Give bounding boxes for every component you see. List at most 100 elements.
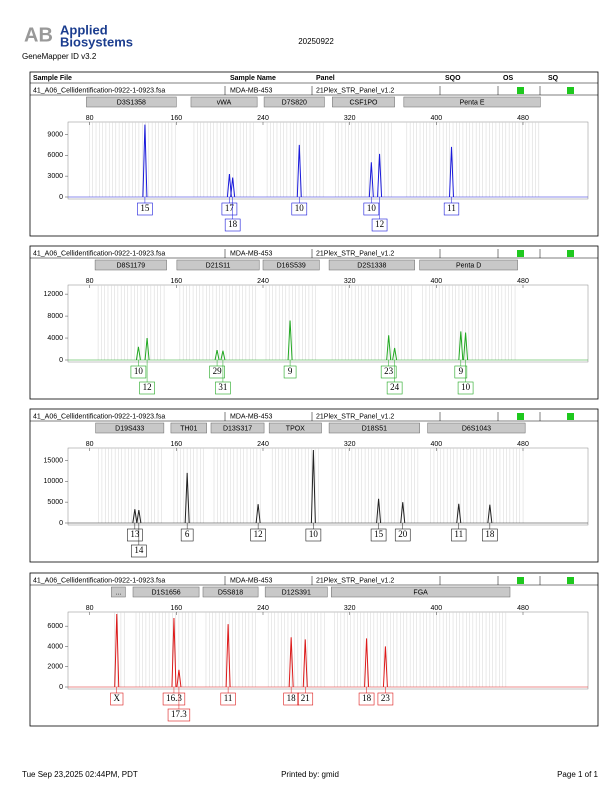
x-tick-label: 320	[344, 278, 356, 285]
allele-label: 11	[454, 529, 463, 539]
status-square	[517, 413, 524, 420]
x-tick-label: 480	[517, 278, 529, 285]
x-tick-label: 80	[86, 115, 94, 122]
peak	[135, 346, 141, 361]
allele-label: 16.3	[166, 693, 182, 703]
allele-label: 9	[288, 366, 293, 376]
peak	[302, 639, 308, 688]
software-version: GeneMapper ID v3.2	[22, 52, 97, 61]
column-header: Panel	[316, 75, 335, 82]
y-tick-label: 4000	[47, 643, 63, 650]
allele-label-box	[130, 365, 147, 379]
x-tick-label: 320	[344, 115, 356, 122]
peak	[392, 347, 398, 361]
x-tick-label: 400	[430, 278, 442, 285]
allele-label-box	[250, 528, 266, 542]
allele-label-box	[370, 528, 387, 542]
marker-bin	[264, 586, 328, 598]
peak	[463, 332, 469, 361]
x-tick-label: 480	[517, 115, 529, 122]
allele-label: 10	[367, 203, 377, 213]
sample-name: MDA-MB-453	[230, 577, 273, 584]
y-tick-label: 12000	[44, 291, 64, 298]
peak	[114, 613, 120, 688]
marker-name: ...	[115, 589, 121, 596]
allele-label-box	[482, 528, 498, 542]
marker-bin	[86, 96, 177, 108]
marker-name: TH01	[180, 425, 197, 432]
marker-bin	[210, 422, 265, 434]
peak	[487, 504, 493, 524]
allele-label-box	[297, 692, 314, 706]
marker-bin	[328, 422, 420, 434]
allele-label: 10	[461, 382, 471, 392]
marker-name: D19S433	[115, 425, 144, 432]
allele-label-box	[139, 381, 155, 395]
allele-label: 31	[218, 382, 227, 392]
x-tick-label: 480	[517, 605, 529, 612]
marker-bin	[331, 586, 511, 598]
allele-label-box	[363, 202, 380, 216]
marker-name: D2S1338	[357, 262, 386, 269]
column-header: SQO	[445, 75, 461, 82]
sample-name: MDA-MB-453	[230, 250, 273, 257]
marker-bin	[332, 96, 395, 108]
y-tick-label: 3000	[47, 173, 63, 180]
peak	[144, 337, 150, 361]
plot-area	[67, 447, 589, 526]
peak	[364, 638, 370, 688]
marker-name: D16S539	[277, 262, 306, 269]
x-tick-label: 240	[257, 278, 269, 285]
allele-label-box	[131, 544, 147, 558]
allele-label: 11	[447, 203, 456, 213]
peak	[288, 637, 294, 688]
peak	[458, 331, 464, 361]
column-header: OS	[503, 75, 513, 82]
allele-label: 23	[384, 366, 394, 376]
allele-label-box	[167, 708, 191, 722]
plot-area	[67, 121, 589, 200]
x-tick-label: 80	[86, 441, 94, 448]
allele-label-box	[162, 692, 186, 706]
allele-label-box	[180, 528, 194, 542]
sample-file: 41_A06_Cellidentification-0922-1-0923.fs…	[33, 250, 165, 257]
allele-label-box	[371, 218, 388, 232]
y-tick-label: 6000	[47, 623, 63, 630]
marker-name: CSF1PO	[349, 99, 378, 106]
allele-label: 18	[485, 529, 495, 539]
sample-file: 41_A06_Cellidentification-0922-1-0923.fs…	[33, 87, 165, 94]
allele-label: 18	[287, 693, 297, 703]
allele-label-box	[221, 202, 238, 216]
logo-bottom: Biosystems	[60, 34, 133, 49]
status-square	[517, 577, 524, 584]
marker-bin	[263, 96, 325, 108]
marker-bin	[419, 259, 518, 271]
logo-top: Applied	[60, 22, 108, 37]
allele-label: 11	[224, 693, 233, 703]
panel-frame	[29, 408, 599, 563]
peak	[255, 504, 261, 524]
peak	[310, 449, 316, 524]
peak	[142, 124, 148, 198]
allele-label-box	[224, 218, 241, 232]
peak	[382, 646, 388, 688]
allele-label: 21	[301, 693, 310, 703]
x-tick-label: 320	[344, 441, 356, 448]
x-tick-label: 320	[344, 605, 356, 612]
marker-bin	[132, 586, 200, 598]
peak	[456, 503, 462, 524]
x-tick-label: 240	[257, 605, 269, 612]
panel-frame	[29, 572, 599, 727]
status-square	[517, 87, 524, 94]
panel-name: 21Plex_STR_Panel_v1.2	[316, 87, 394, 94]
allele-label: 9	[459, 366, 464, 376]
peak	[296, 144, 302, 198]
marker-bin	[95, 422, 165, 434]
sample-name: MDA-MB-453	[230, 413, 273, 420]
peak	[184, 472, 190, 524]
allele-label-box	[283, 365, 297, 379]
marker-bin	[403, 96, 541, 108]
allele-label: 15	[374, 529, 384, 539]
y-tick-label: 8000	[47, 313, 63, 320]
